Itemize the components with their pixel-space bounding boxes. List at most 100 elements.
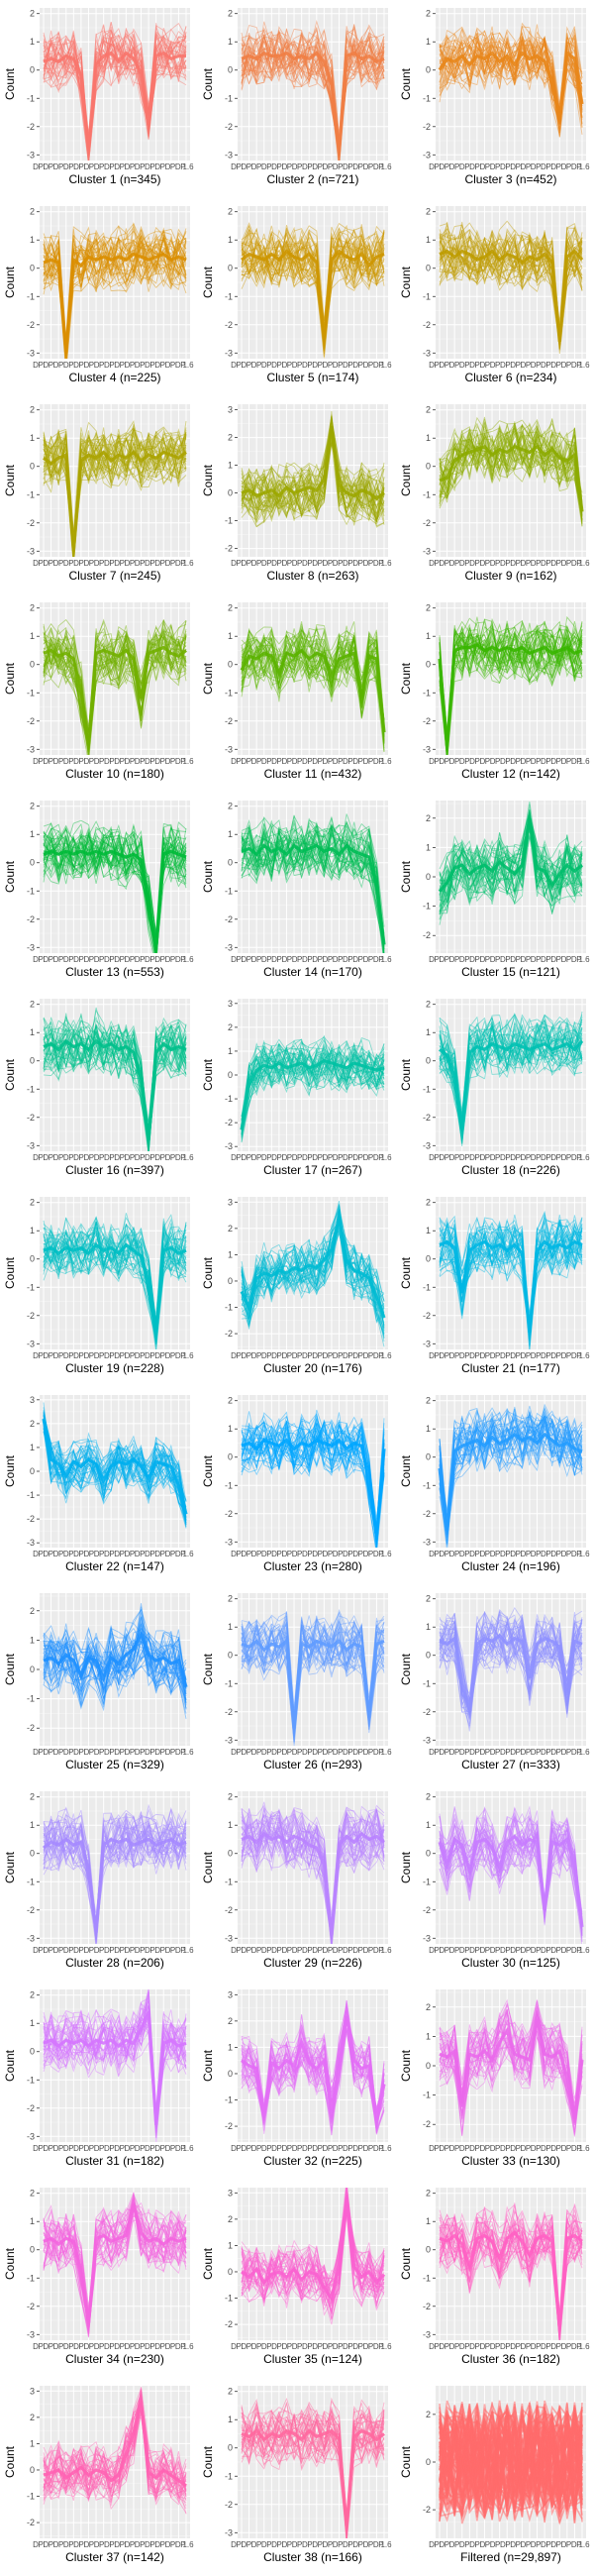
x-tick-label: P bbox=[516, 2540, 521, 2549]
series-line bbox=[43, 1020, 187, 1140]
series-mean-line bbox=[43, 645, 187, 744]
x-tick-label: D bbox=[63, 162, 69, 171]
x-tick-label: D bbox=[114, 2540, 120, 2549]
series-line bbox=[43, 1017, 187, 1142]
x-tick-label: D bbox=[439, 1550, 445, 1558]
y-tick-label: -1 bbox=[225, 1303, 233, 1313]
profile-lines bbox=[439, 2400, 583, 2525]
series-line bbox=[241, 233, 385, 334]
x-tick-label: D bbox=[114, 1351, 120, 1360]
series-line bbox=[439, 627, 583, 749]
series-mean-line bbox=[43, 2203, 187, 2324]
x-tick-label: P bbox=[266, 955, 271, 964]
series-line bbox=[241, 443, 385, 523]
series-line bbox=[241, 234, 385, 342]
series-mean-line bbox=[439, 2230, 583, 2329]
series-line bbox=[241, 2415, 385, 2534]
x-tick-label: D bbox=[154, 2144, 160, 2153]
series-line bbox=[43, 2201, 187, 2309]
x-tick-label: D bbox=[94, 1153, 100, 1162]
panel-title: Cluster 36 (n=182) bbox=[461, 2352, 560, 2366]
y-tick-label: -2 bbox=[27, 2518, 35, 2527]
panel-title: Cluster 13 (n=553) bbox=[65, 965, 164, 979]
x-tick-label: P bbox=[516, 1153, 521, 1162]
series-mean-line bbox=[241, 2198, 386, 2303]
series-line bbox=[241, 1412, 385, 1538]
series-line bbox=[439, 1422, 583, 1535]
y-tick-label: 1 bbox=[30, 1820, 35, 1830]
series-line bbox=[241, 440, 385, 527]
series-line bbox=[241, 833, 385, 939]
series-line bbox=[241, 415, 385, 515]
series-line bbox=[43, 1626, 187, 1703]
x-tick-label: D bbox=[500, 559, 506, 568]
x-tick-label: D bbox=[104, 2144, 110, 2153]
series-line bbox=[43, 1409, 187, 1502]
series-line bbox=[241, 814, 385, 934]
series-line bbox=[43, 2193, 187, 2311]
x-tick-label: P bbox=[378, 2144, 383, 2153]
y-tick-label: 2 bbox=[30, 9, 35, 19]
x-tick-label: 1.6 bbox=[380, 1748, 392, 1757]
series-line bbox=[241, 2402, 385, 2526]
x-tick-label: D bbox=[281, 1550, 287, 1558]
y-tick-label: -1 bbox=[27, 688, 35, 698]
x-tick-label: D bbox=[343, 1748, 348, 1757]
x-tick-label: P bbox=[79, 162, 84, 171]
x-tick-label: P bbox=[328, 955, 333, 964]
x-tick-label: D bbox=[63, 1550, 69, 1558]
y-tick-label: -3 bbox=[225, 942, 233, 952]
x-tick-label: P bbox=[526, 1550, 531, 1558]
series-line bbox=[241, 31, 385, 159]
series-line bbox=[241, 2411, 385, 2519]
panel-title: Cluster 4 (n=225) bbox=[68, 371, 160, 384]
x-tick-label: P bbox=[545, 1153, 550, 1162]
series-line bbox=[43, 2211, 187, 2328]
series-line bbox=[241, 235, 385, 350]
series-line bbox=[241, 830, 384, 953]
x-tick-label: P bbox=[464, 1550, 469, 1558]
x-tick-label: P bbox=[495, 2144, 500, 2153]
x-tick-label: D bbox=[531, 1946, 537, 1955]
series-line bbox=[43, 1418, 187, 1510]
x-tick-label: P bbox=[526, 361, 531, 370]
x-tick-label: D bbox=[135, 955, 141, 964]
y-tick-label: -1 bbox=[225, 1877, 233, 1886]
y-tick-label: -3 bbox=[27, 942, 35, 952]
series-line bbox=[439, 1228, 583, 1347]
x-tick-label: P bbox=[516, 2144, 521, 2153]
x-tick-label: P bbox=[378, 955, 383, 964]
x-tick-label: D bbox=[449, 559, 455, 568]
facet-panel: -2 -1 0 1 2 3 D P D P D P D P D P D P D P D P D P D P D P D P D P D P D P 1.… bbox=[198, 2180, 396, 2378]
x-tick-label: D bbox=[490, 2342, 496, 2351]
series-line bbox=[43, 2412, 187, 2507]
x-tick-label: D bbox=[73, 1550, 79, 1558]
x-tick-label: D bbox=[571, 1153, 577, 1162]
y-tick-label: 2 bbox=[30, 1000, 35, 1010]
x-tick-label: D bbox=[469, 1946, 475, 1955]
x-tick-label: P bbox=[454, 162, 459, 171]
y-tick-label: 1 bbox=[30, 829, 35, 839]
x-tick-label: D bbox=[571, 162, 577, 171]
series-line bbox=[439, 1625, 583, 1732]
x-tick-label: P bbox=[495, 1153, 500, 1162]
x-tick-label: D bbox=[571, 2144, 577, 2153]
x-tick-label: P bbox=[358, 955, 363, 964]
x-tick-label: P bbox=[454, 361, 459, 370]
x-tick-label: 1.6 bbox=[380, 2342, 392, 2351]
y-tick-label: -1 bbox=[27, 2273, 35, 2283]
y-axis-title: Count bbox=[201, 1256, 215, 1289]
series-line bbox=[43, 2200, 187, 2308]
series-line bbox=[439, 816, 583, 908]
x-tick-label: P bbox=[307, 162, 312, 171]
series-mean-line bbox=[241, 2015, 386, 2122]
series-line bbox=[43, 1831, 187, 1942]
y-tick-label: 2 bbox=[228, 1022, 233, 1032]
y-tick-label: 0 bbox=[228, 660, 233, 670]
x-tick-label: D bbox=[479, 2342, 485, 2351]
panel-title: Cluster 15 (n=121) bbox=[461, 965, 560, 979]
series-line bbox=[43, 1635, 187, 1709]
series-line bbox=[439, 2404, 583, 2514]
x-tick-label: P bbox=[328, 559, 333, 568]
